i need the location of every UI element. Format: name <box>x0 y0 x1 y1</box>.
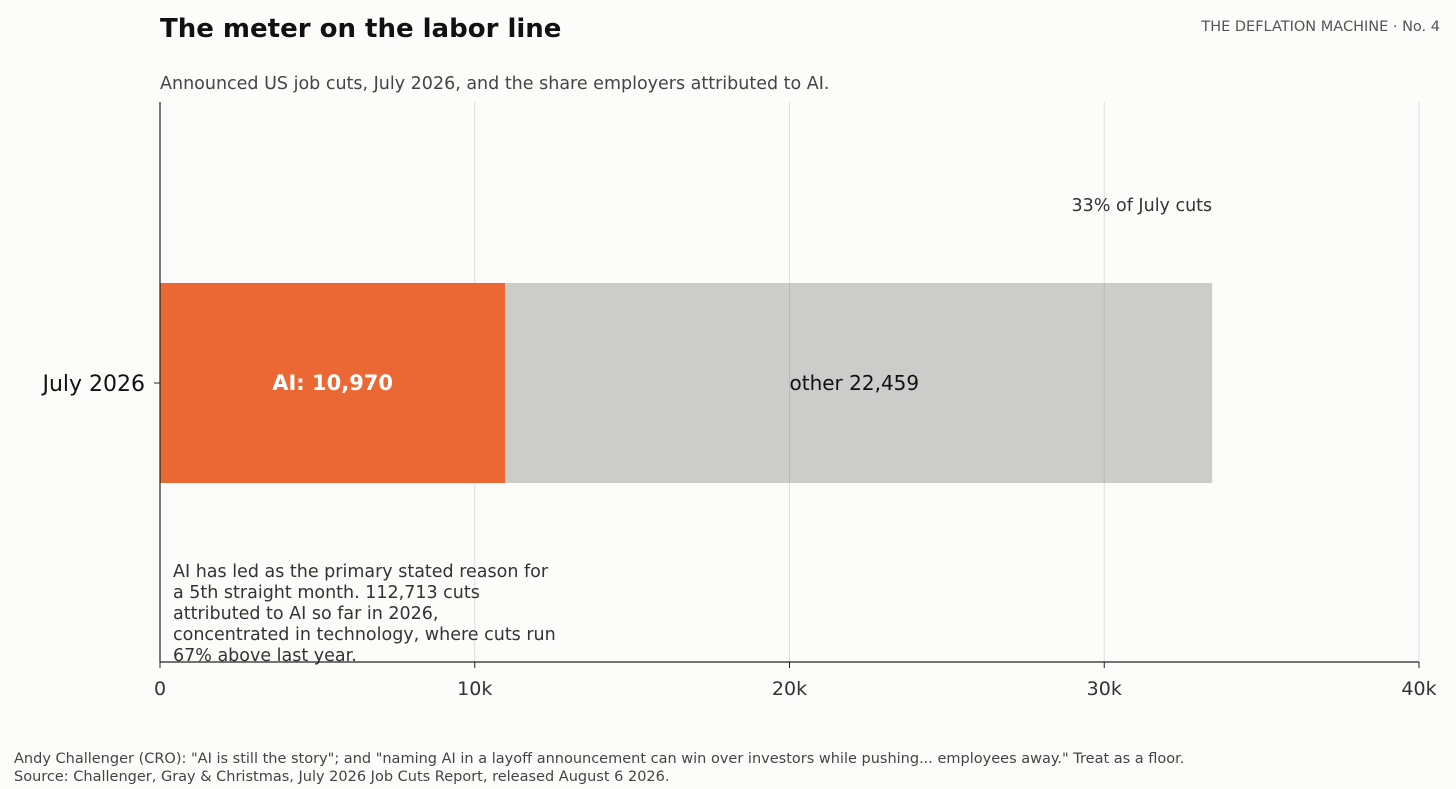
bar-segment-other <box>505 283 1213 483</box>
x-tick-label-1: 10k <box>457 678 492 700</box>
note-line-5: 67% above last year. <box>173 646 357 666</box>
footer: Andy Challenger (CRO): "AI is still the … <box>14 750 1184 786</box>
x-tick-label-2: 20k <box>772 678 807 700</box>
footer-source: Source: Challenger, Gray & Christmas, Ju… <box>14 769 670 785</box>
data-label-other: other 22,459 <box>790 371 920 395</box>
note-line-4: concentrated in technology, where cuts r… <box>173 625 556 645</box>
x-tick-label-0: 0 <box>154 678 166 700</box>
share-annotation: 33% of July cuts <box>1072 196 1213 216</box>
y-tick-label-0: July 2026 <box>40 372 145 397</box>
x-tick-label-3: 30k <box>1087 678 1122 700</box>
note-line-1: AI has led as the primary stated reason … <box>173 562 549 582</box>
note-line-2: a 5th straight month. 112,713 cuts <box>173 583 480 603</box>
x-tick-label-4: 40k <box>1401 678 1436 700</box>
chart-subtitle: Announced US job cuts, July 2026, and th… <box>160 74 830 94</box>
chart-title: The meter on the labor line <box>160 14 562 44</box>
footer-quote: Andy Challenger (CRO): "AI is still the … <box>14 751 1185 767</box>
series-tag: THE DEFLATION MACHINE · No. 4 <box>1201 19 1440 35</box>
bar-segment-ai <box>160 283 506 483</box>
note-line-3: attributed to AI so far in 2026, <box>173 604 438 624</box>
data-label-ai: AI: 10,970 <box>272 371 393 395</box>
